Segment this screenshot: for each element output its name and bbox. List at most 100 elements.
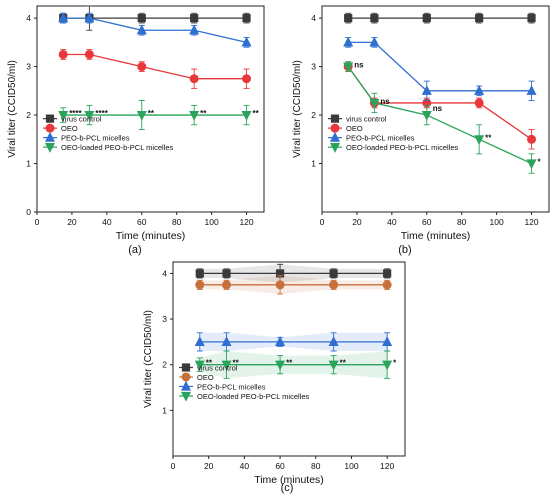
series-line: [348, 41, 532, 92]
legend-label: virus control: [197, 363, 238, 372]
legend-marker: [45, 123, 55, 133]
legend-label: PEO-b-PCL micelles: [346, 134, 415, 143]
y-tick-label: 1: [311, 159, 316, 169]
legend-label: OEO-loaded PEO-b-PCL micelles: [346, 143, 459, 152]
significance-label: ns: [380, 97, 390, 106]
series-oeo-loaded-peo-b-pcl-micelles: [343, 61, 537, 174]
data-point: [84, 49, 94, 59]
data-point: [370, 14, 379, 23]
y-tick-label: 0: [26, 207, 31, 217]
significance-label: ****: [95, 109, 108, 118]
y-tick-label: 1: [162, 405, 167, 415]
x-axis-label: Time (minutes): [254, 474, 324, 486]
y-tick-label: 2: [311, 110, 316, 120]
data-point: [194, 336, 205, 346]
x-tick-label: 0: [35, 217, 40, 227]
series-virus-control: [344, 12, 536, 24]
legend-label: OEO: [197, 373, 214, 382]
y-axis-label: Viral titer (CCID50/ml): [7, 60, 18, 158]
significance-label: **: [340, 359, 347, 368]
y-tick-label: 3: [311, 62, 316, 72]
y-tick-label: 4: [26, 13, 31, 23]
series-peo-b-pcl-micelles: [343, 36, 537, 101]
data-point: [137, 62, 147, 72]
y-axis-label: Viral titer (CCID50/ml): [292, 60, 303, 158]
legend-label: virus control: [61, 115, 102, 124]
series-oeo-loaded-peo-b-pcl-micelles: [194, 350, 393, 379]
legend-marker: [329, 143, 341, 153]
data-point: [222, 280, 232, 290]
significance-label: **: [253, 109, 260, 118]
y-tick-label: 1: [26, 159, 31, 169]
x-tick-label: 100: [205, 217, 219, 227]
data-point: [382, 280, 392, 290]
data-point: [241, 36, 252, 47]
chart-panel-2: 0 20 40 60 80 100 120 1 2 3 4 Time (minutes) Viral t…: [292, 5, 550, 256]
legend-label: PEO-b-PCL micelles: [197, 382, 266, 391]
data-point: [221, 360, 232, 371]
y-tick-label: 2: [162, 360, 167, 370]
data-point: [329, 269, 338, 278]
panel-caption: (a): [128, 244, 141, 256]
data-point: [190, 14, 199, 23]
data-point: [58, 49, 68, 59]
significance-label: ns: [433, 104, 443, 113]
data-point: [383, 269, 392, 278]
data-point: [421, 85, 432, 95]
chart-panel-3: 0 20 40 60 80 100 120 1 2 3 4 Time (minutes) Viral t…: [143, 261, 406, 494]
data-point: [241, 110, 252, 121]
data-point: [242, 74, 252, 84]
y-tick-label: 4: [162, 268, 167, 278]
significance-label: **: [286, 359, 293, 368]
legend-marker: [180, 380, 192, 391]
y-tick-label: 2: [26, 110, 31, 120]
data-point: [526, 159, 537, 170]
x-tick-label: 40: [387, 217, 397, 227]
y-tick-label: 3: [26, 62, 31, 72]
series-oeo: [195, 275, 392, 295]
legend-marker: [181, 363, 191, 372]
data-point: [275, 280, 285, 290]
data-point: [189, 24, 200, 35]
legend-label: virus control: [346, 115, 387, 124]
data-point: [421, 110, 432, 121]
x-tick-label: 60: [422, 217, 432, 227]
plot-frame: [36, 5, 265, 213]
chart-panel-1: 0 20 40 60 80 100 120 0 1 2 3 4 Time (minutes) Viral …: [7, 5, 265, 256]
data-point: [422, 14, 431, 23]
data-point: [369, 98, 380, 109]
data-point: [136, 24, 147, 35]
data-point: [382, 360, 393, 371]
data-point: [526, 85, 537, 95]
significance-label: ns: [354, 61, 364, 70]
x-tick-label: 0: [320, 217, 325, 227]
x-tick-label: 100: [344, 461, 358, 471]
data-point: [84, 110, 95, 121]
data-point: [221, 336, 232, 346]
data-point: [189, 74, 199, 84]
series-oeo-loaded-peo-b-pcl-micelles: [58, 100, 252, 131]
significance-label: **: [485, 133, 492, 142]
data-point: [382, 336, 393, 346]
data-point: [343, 36, 354, 47]
panel-caption: (b): [398, 244, 411, 256]
data-point: [475, 14, 484, 23]
x-tick-label: 80: [172, 217, 182, 227]
x-tick-label: 80: [311, 461, 321, 471]
significance-label: *: [393, 359, 397, 368]
significance-label: **: [206, 359, 213, 368]
series-virus-control: [195, 263, 392, 283]
data-point: [58, 110, 69, 121]
data-point: [369, 36, 380, 47]
legend-label: OEO: [346, 124, 363, 133]
data-point: [189, 110, 200, 121]
data-point: [328, 336, 339, 346]
x-tick-label: 100: [490, 217, 504, 227]
x-axis-label: Time (minutes): [401, 230, 471, 242]
data-point: [474, 135, 485, 145]
significance-label: **: [148, 109, 155, 118]
data-point: [275, 336, 286, 346]
series-peo-b-pcl-micelles: [194, 332, 393, 352]
x-tick-label: 20: [352, 217, 362, 227]
